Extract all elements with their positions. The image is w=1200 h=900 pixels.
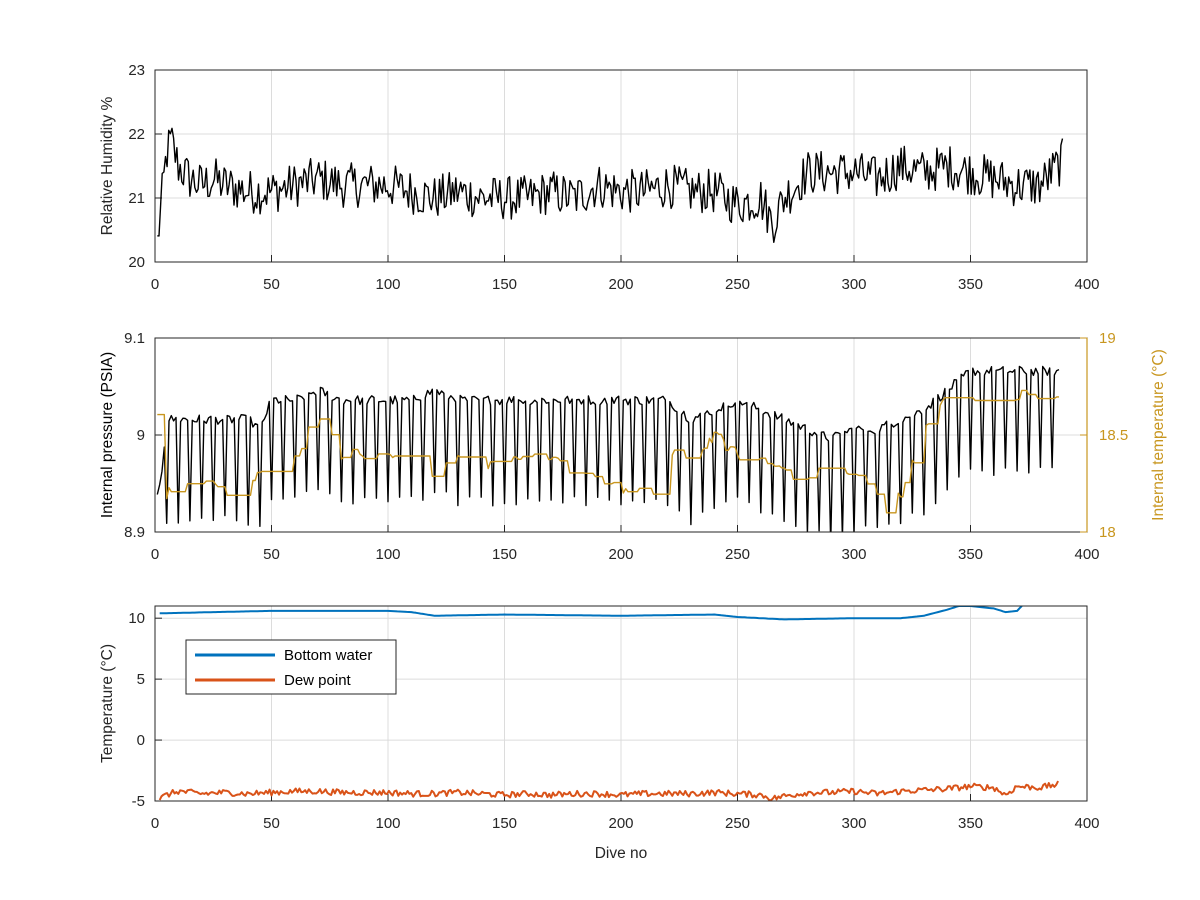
y-tick-label: 23 (128, 62, 145, 79)
x-tick-label: 250 (725, 546, 750, 563)
y-tick-label: 9.1 (124, 330, 145, 347)
x-tick-label: 300 (841, 815, 866, 832)
x-tick-label: 100 (375, 546, 400, 563)
x-axis-label: Dive no (595, 845, 648, 862)
y2-tick-label: 19 (1099, 330, 1116, 347)
series-1-line (157, 127, 1064, 244)
x-tick-label: 300 (841, 546, 866, 563)
x-tick-label: 200 (608, 546, 633, 563)
y-axis-label: Temperature (°C) (99, 644, 116, 763)
y-tick-label: 9 (137, 427, 145, 444)
legend-label: Dew point (284, 672, 352, 689)
x-tick-label: 150 (492, 815, 517, 832)
y-tick-label: 10 (128, 610, 145, 627)
x-tick-label: 100 (375, 815, 400, 832)
x-tick-label: 350 (958, 546, 983, 563)
bottom-water-line (159, 606, 1023, 621)
x-tick-label: 0 (151, 276, 159, 293)
x-tick-label: 350 (958, 276, 983, 293)
x-tick-label: 350 (958, 815, 983, 832)
x-tick-label: 400 (1074, 546, 1099, 563)
y-tick-label: 8.9 (124, 524, 145, 541)
x-tick-label: 0 (151, 546, 159, 563)
x-tick-label: 250 (725, 815, 750, 832)
x-tick-label: 400 (1074, 815, 1099, 832)
x-tick-label: 200 (608, 815, 633, 832)
y-tick-label: -5 (132, 793, 145, 810)
x-tick-label: 150 (492, 546, 517, 563)
x-tick-label: 50 (263, 815, 280, 832)
y-tick-label: 22 (128, 126, 145, 143)
axes-box (154, 605, 1088, 802)
dew-point-line (158, 780, 1059, 801)
y-tick-label: 21 (128, 190, 145, 207)
legend: Bottom water Dew point (185, 639, 397, 695)
x-tick-label: 50 (263, 546, 280, 563)
y-axis-label: Relative Humidity % (99, 96, 116, 235)
y-tick-label: 5 (137, 671, 145, 688)
series-2-line (157, 389, 1059, 514)
subplot-1: 0 50 100 150 200 250 300 350 400 20 21 22 23 Relative… (99, 62, 1100, 293)
x-tick-label: 250 (725, 276, 750, 293)
legend-label: Bottom water (284, 647, 372, 664)
x-tick-label: 400 (1074, 276, 1099, 293)
y2-axis-label: Internal temperature (°C) (1150, 349, 1167, 521)
y-tick-label: 20 (128, 254, 145, 271)
y2-tick-label: 18.5 (1099, 427, 1128, 444)
y2-tick-label: 18 (1099, 524, 1116, 541)
x-tick-label: 150 (492, 276, 517, 293)
axes-box (154, 69, 1088, 263)
legend-box (185, 639, 397, 695)
subplot-2: 0 50 100 150 200 250 300 350 400 8.9 9 9.1 18 18.5 19 I… (99, 330, 1167, 563)
x-tick-label: 200 (608, 276, 633, 293)
y-tick-label: 0 (137, 732, 145, 749)
y-axis-label: Internal pressure (PSIA) (99, 352, 116, 518)
x-tick-label: 300 (841, 276, 866, 293)
subplot-3: 0 50 100 150 200 250 300 350 400 -5 0 5 10 Temperatur… (99, 605, 1100, 862)
x-tick-label: 100 (375, 276, 400, 293)
x-tick-label: 0 (151, 815, 159, 832)
x-tick-label: 50 (263, 276, 280, 293)
